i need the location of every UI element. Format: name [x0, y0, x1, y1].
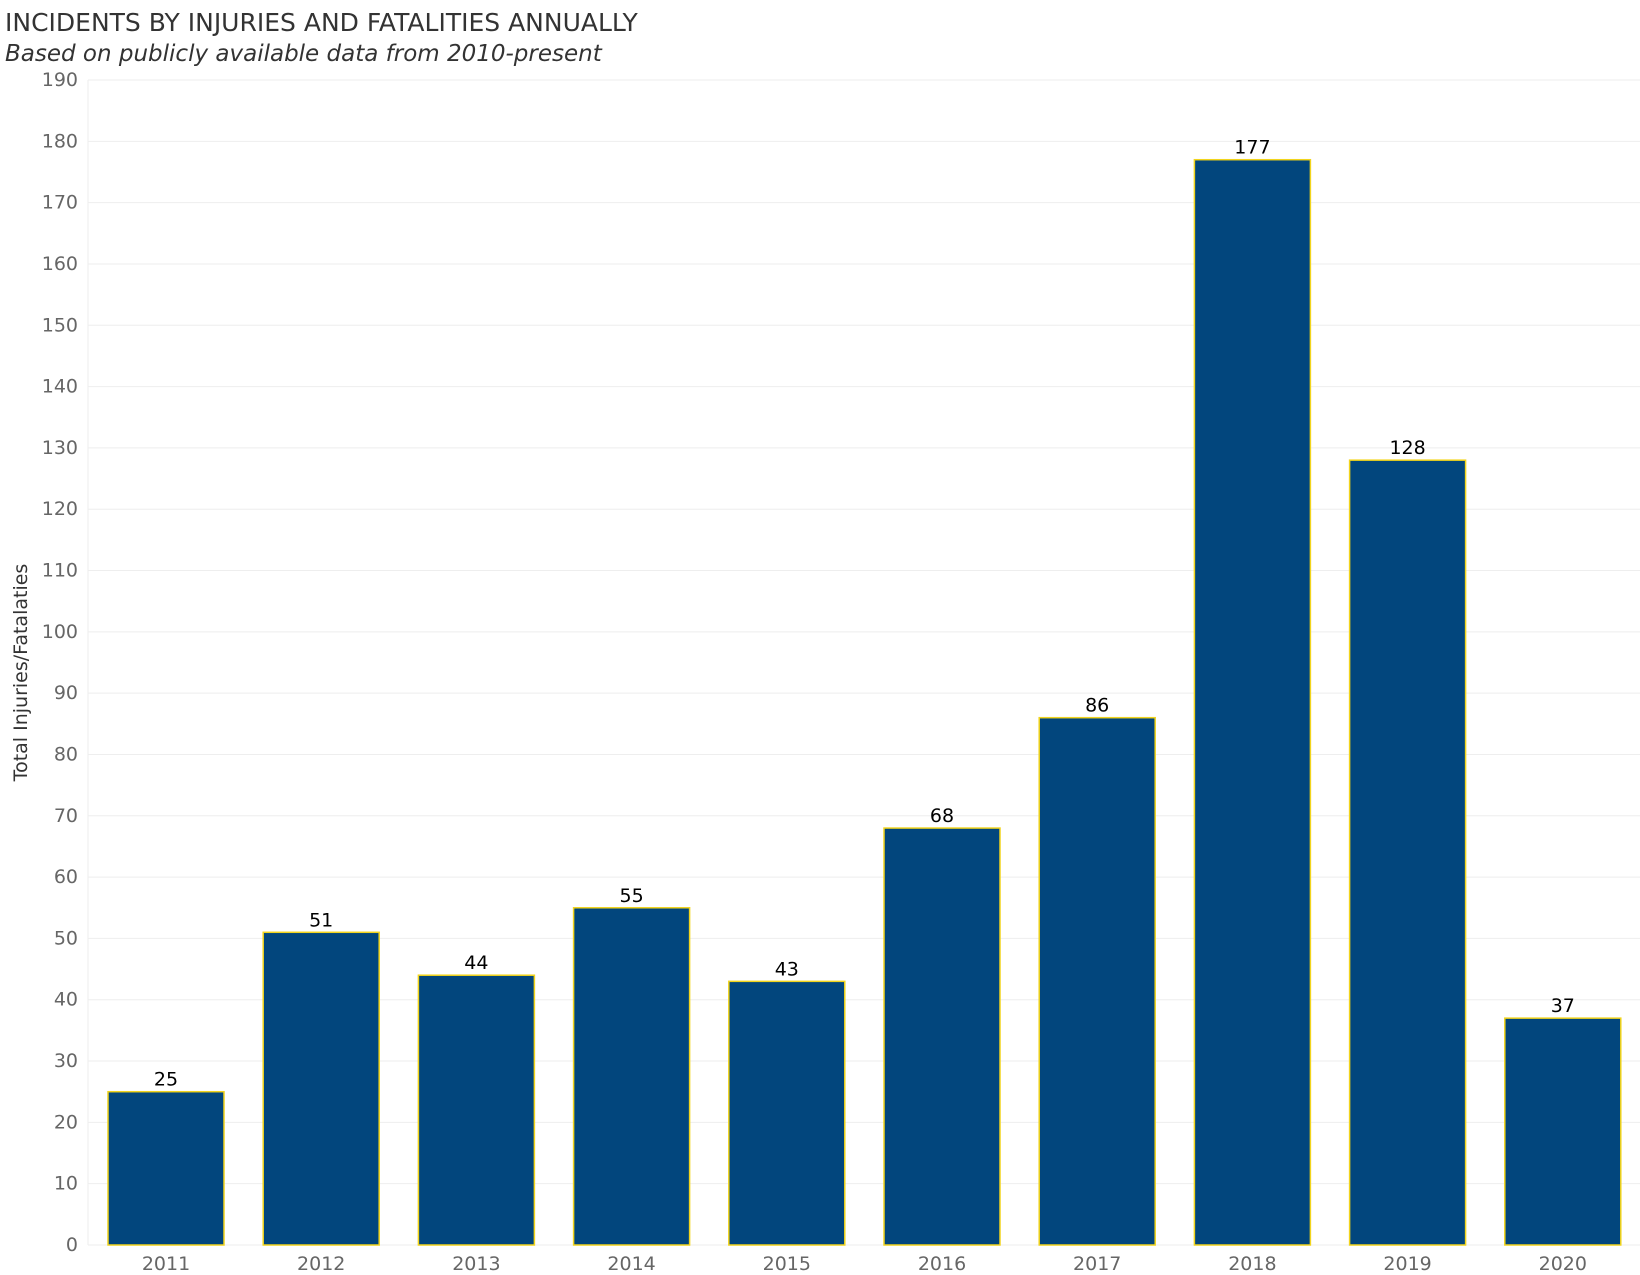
y-tick-label: 20	[54, 1111, 78, 1133]
data-label-2019: 128	[1389, 437, 1425, 459]
y-tick-label: 110	[42, 560, 78, 582]
bar-2015[interactable]	[728, 980, 846, 1246]
x-tick-label-2012: 2012	[297, 1253, 345, 1275]
y-tick-label: 180	[42, 130, 78, 152]
bar-2012[interactable]	[262, 931, 380, 1246]
bar-2020[interactable]	[1504, 1017, 1622, 1246]
x-tick-label-2017: 2017	[1073, 1253, 1121, 1275]
x-tick-label-2018: 2018	[1228, 1253, 1276, 1275]
y-tick-label: 40	[54, 989, 78, 1011]
bar-2014[interactable]	[572, 907, 691, 1246]
data-label-2015: 43	[775, 958, 799, 980]
bars	[107, 158, 1622, 1246]
y-tick-label: 50	[54, 927, 78, 949]
data-label-2011: 25	[154, 1069, 178, 1091]
bar-2016[interactable]	[883, 827, 1001, 1246]
x-tick-label-2014: 2014	[607, 1253, 655, 1275]
x-axis-ticks: 2011 2012 2013 2014 2015 2016 2017 2018 2019 2020	[142, 1253, 1587, 1275]
y-tick-label: 30	[54, 1050, 78, 1072]
y-tick-label: 160	[42, 253, 78, 275]
data-labels: 25 51 44 55 43 68 86 177 128 37	[154, 137, 1575, 1091]
y-tick-label: 90	[54, 682, 78, 704]
data-label-2018: 177	[1234, 137, 1270, 159]
y-tick-label: 170	[42, 192, 78, 214]
x-tick-label-2013: 2013	[452, 1253, 500, 1275]
x-tick-label-2019: 2019	[1383, 1253, 1431, 1275]
x-tick-label-2020: 2020	[1539, 1253, 1587, 1275]
data-label-2020: 37	[1551, 995, 1575, 1017]
y-tick-label: 100	[42, 621, 78, 643]
y-axis-label: Total Injuries/Fatalaties	[10, 564, 32, 783]
chart-title: INCIDENTS BY INJURIES AND FATALITIES ANN…	[5, 8, 638, 37]
bar-2017[interactable]	[1038, 716, 1156, 1246]
y-tick-label: 60	[54, 866, 78, 888]
x-tick-label-2015: 2015	[763, 1253, 811, 1275]
x-tick-label-2011: 2011	[142, 1253, 190, 1275]
bar-2013[interactable]	[417, 974, 536, 1246]
data-label-2014: 55	[620, 885, 644, 907]
y-tick-label: 70	[54, 805, 78, 827]
y-tick-label: 140	[42, 376, 78, 398]
y-tick-label: 150	[42, 314, 78, 336]
y-tick-label: 120	[42, 498, 78, 520]
y-tick-label: 0	[66, 1234, 78, 1256]
data-label-2012: 51	[309, 909, 333, 931]
y-tick-label: 190	[42, 69, 78, 91]
data-label-2017: 86	[1085, 695, 1109, 717]
x-tick-label-2016: 2016	[918, 1253, 966, 1275]
bar-2011[interactable]	[107, 1090, 225, 1246]
y-axis-ticks: 0 10 20 30 40 50 60 70 80 90 100 110 120 130 140 150 160…	[42, 69, 78, 1256]
bar-2018[interactable]	[1193, 158, 1312, 1246]
chart-subtitle: Based on publicly available data from 20…	[5, 41, 602, 67]
y-tick-label: 130	[42, 437, 78, 459]
y-tick-label: 80	[54, 743, 78, 765]
bar-2019[interactable]	[1348, 459, 1467, 1246]
y-tick-label: 10	[54, 1173, 78, 1195]
data-label-2013: 44	[464, 952, 488, 974]
data-label-2016: 68	[930, 805, 954, 827]
